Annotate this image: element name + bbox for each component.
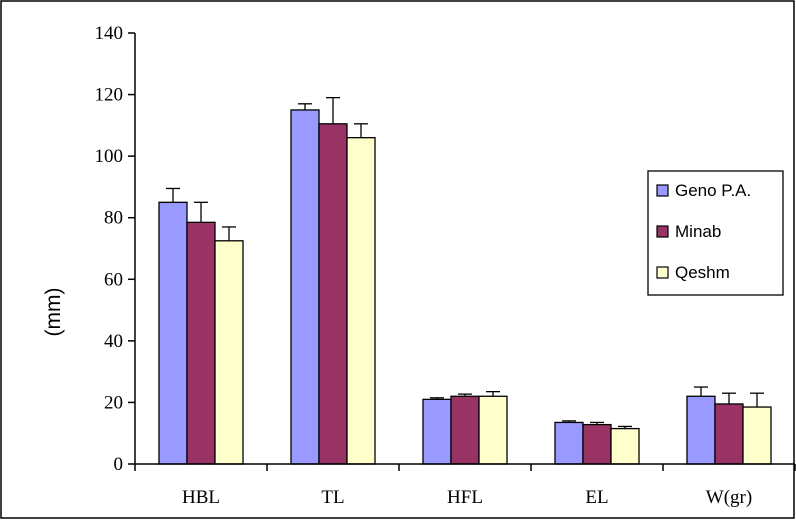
legend-label: Qeshm: [675, 263, 730, 282]
bar: [742, 406, 772, 465]
y-tick-label: 120: [95, 85, 124, 106]
bar: [610, 427, 640, 465]
bar: [554, 421, 584, 465]
y-tick-label: 20: [104, 392, 123, 413]
bar: [318, 123, 348, 465]
y-tick-label: 40: [104, 331, 123, 352]
x-tick-label: TL: [321, 487, 344, 508]
x-tick-label: HFL: [447, 487, 483, 508]
x-tick-label: W(gr): [706, 487, 752, 508]
y-tick-label: 140: [95, 23, 124, 44]
y-tick-label: 0: [114, 454, 124, 475]
bar: [422, 398, 452, 465]
bar: [290, 109, 320, 465]
bar: [582, 423, 612, 465]
bar: [478, 395, 508, 465]
y-axis-label: (mm): [42, 288, 65, 337]
y-tick-label: 100: [95, 146, 124, 167]
y-tick-label: 60: [104, 269, 123, 290]
bar: [186, 221, 216, 465]
legend-swatch: [656, 266, 669, 279]
y-tick-label: 80: [104, 208, 123, 229]
bar: [450, 395, 480, 465]
legend-label: Geno P.A.: [675, 181, 751, 200]
x-tick-label: EL: [585, 487, 608, 508]
bar: [686, 395, 716, 465]
bar: [158, 201, 188, 465]
legend-swatch: [656, 184, 669, 197]
bar: [714, 403, 744, 465]
legend-box: [647, 170, 784, 296]
legend: Geno P.A. Minab Qeshm: [647, 170, 784, 296]
x-axis-ticks: HBL TL HFL EL W(gr): [182, 487, 752, 508]
bar: [214, 240, 244, 465]
x-tick-label: HBL: [182, 487, 220, 508]
bar: [346, 137, 376, 465]
legend-label: Minab: [675, 222, 721, 241]
axes: [134, 33, 796, 471]
legend-swatch: [656, 225, 669, 238]
y-axis-ticks: 0 20 40 60 80 100 120 140: [95, 23, 135, 475]
